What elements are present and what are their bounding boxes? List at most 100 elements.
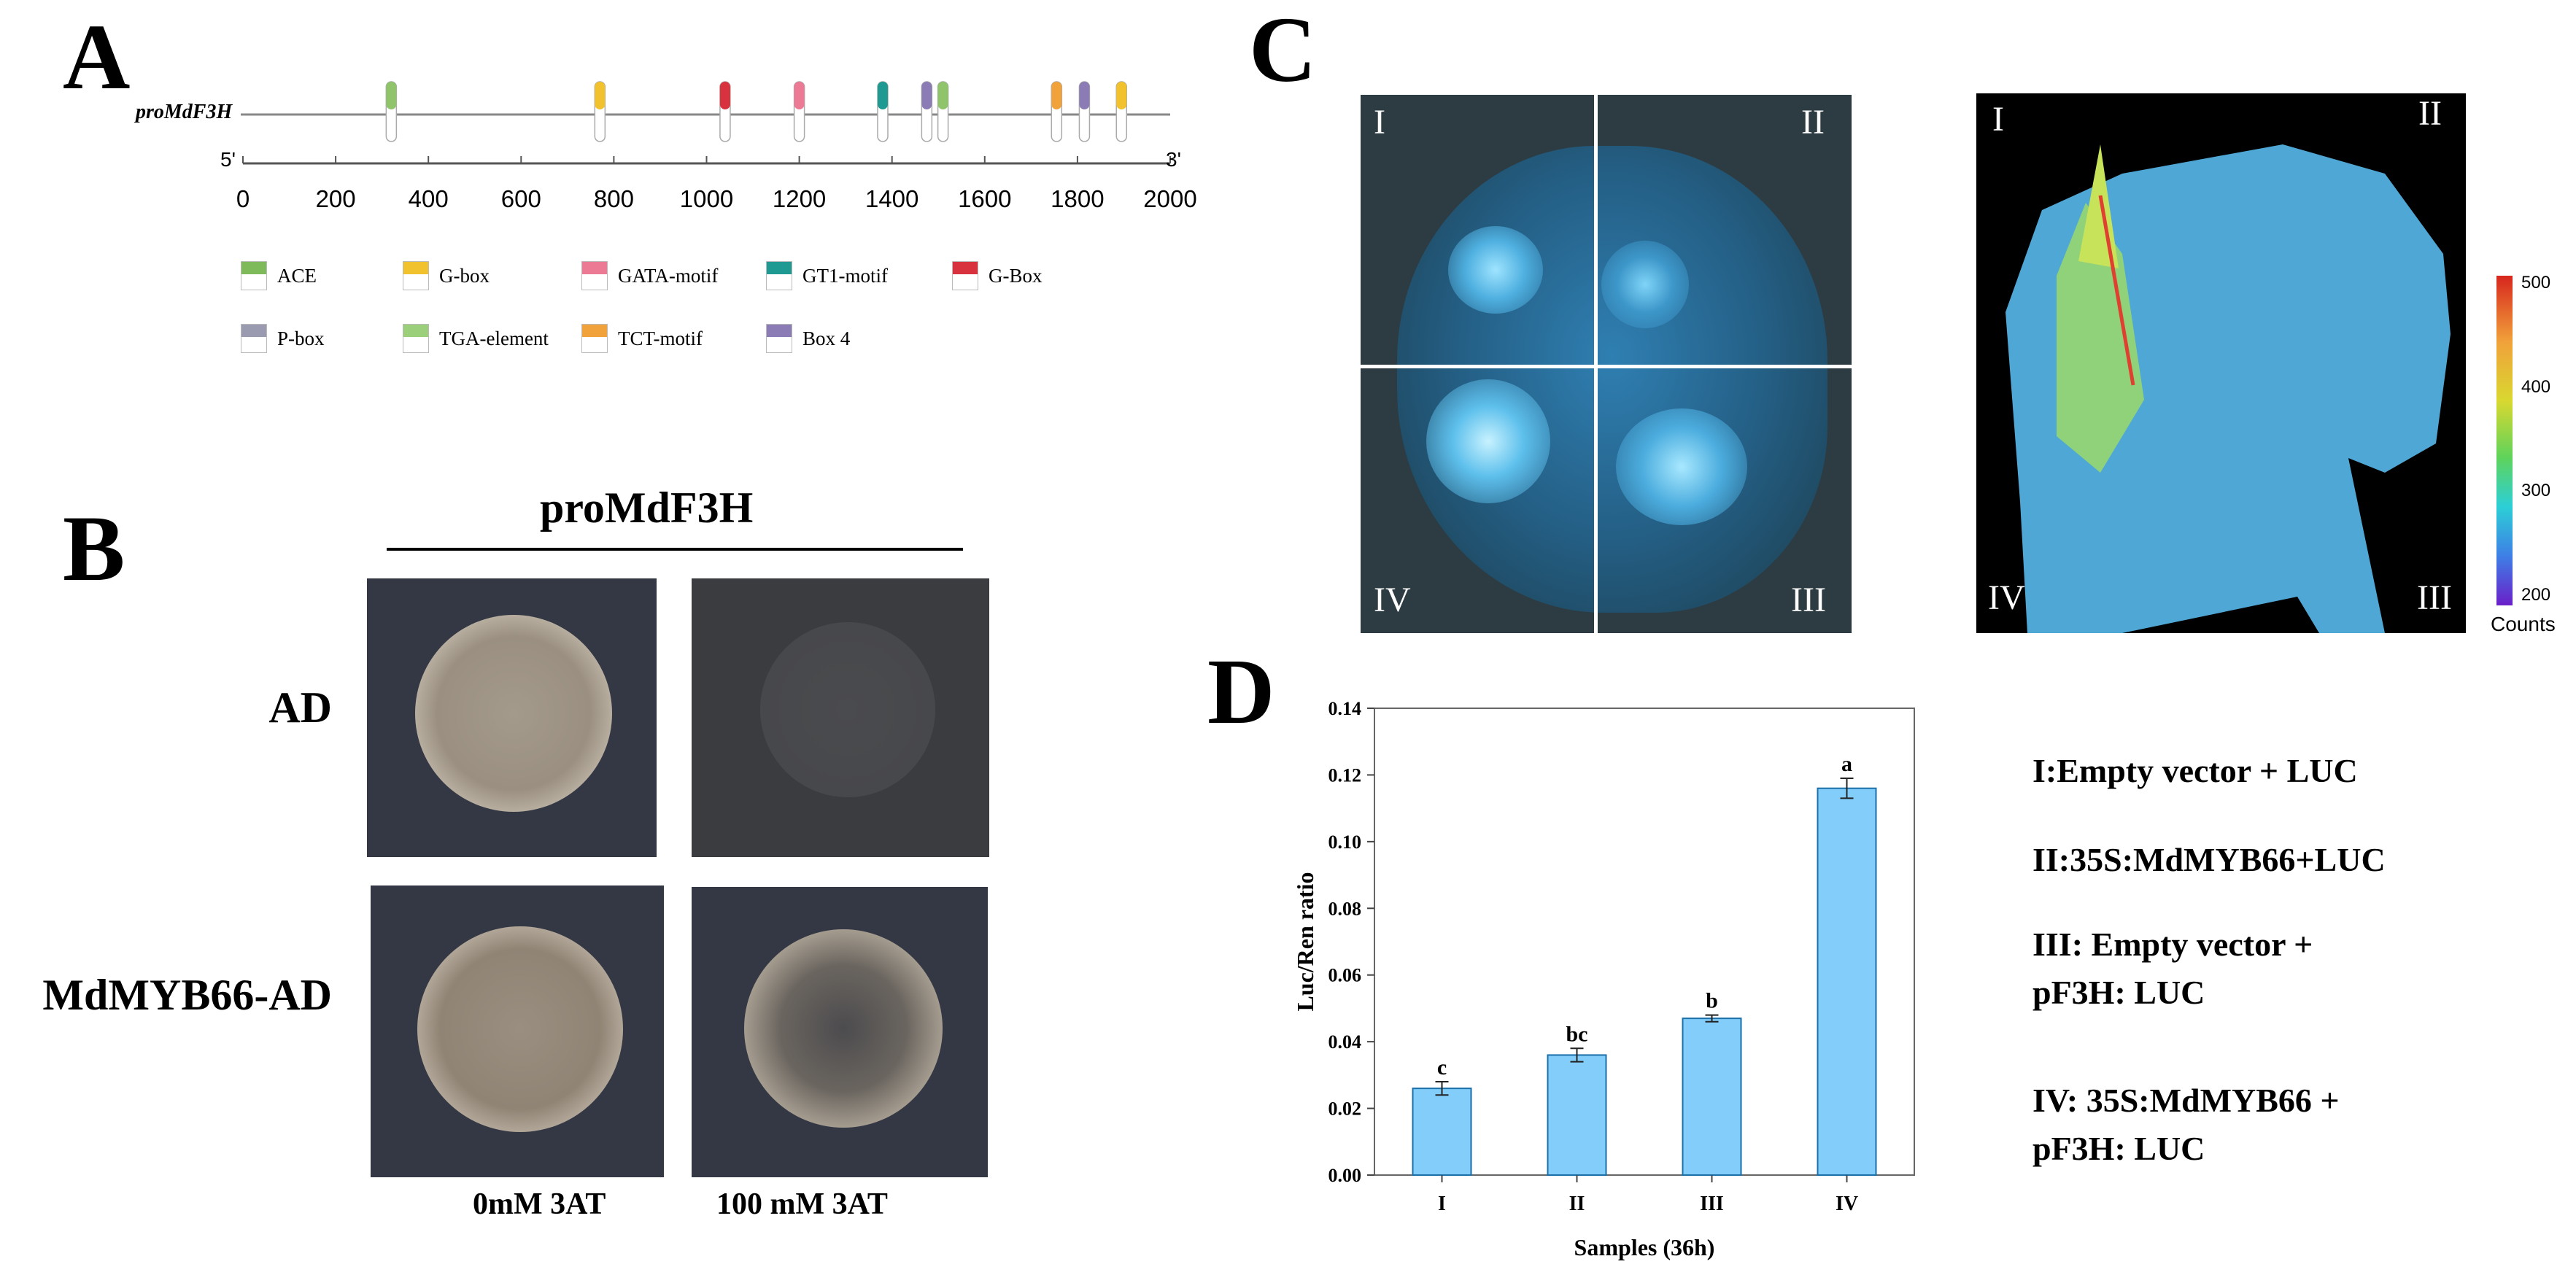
significance-label: b	[1706, 989, 1718, 1013]
colorbar	[2496, 276, 2513, 605]
colorbar-tick-label: 300	[2521, 481, 2551, 501]
x-tick-label: II	[1569, 1193, 1585, 1215]
axis-tick-label: 1200	[772, 185, 827, 212]
y-tick-label: 0.08	[1328, 898, 1362, 919]
y-tick-label: 0.04	[1328, 1031, 1362, 1053]
yeast-colony	[417, 926, 623, 1132]
legend-swatch	[581, 261, 608, 290]
cis-element-box-4	[921, 81, 933, 142]
panel-b-label: B	[63, 497, 125, 600]
legend-iv-line1: IV: 35S:MdMYB66 +	[2032, 1082, 2340, 1119]
surface-label-iii: III	[2417, 578, 2452, 617]
surface-shape	[2006, 144, 2451, 633]
y-tick-label: 0.06	[1328, 965, 1362, 986]
quadrant-label-ii: II	[1801, 103, 1825, 142]
surface-label-iv: IV	[1988, 578, 2025, 617]
axis-tick-label: 200	[315, 185, 356, 212]
surface-label-i: I	[1992, 100, 2004, 139]
significance-label: c	[1437, 1055, 1447, 1080]
leaf-glow	[1397, 146, 1827, 613]
faint-colony	[760, 622, 935, 797]
legend-iii-line1: III: Empty vector +	[2032, 926, 2313, 963]
x-axis-label: Samples (36h)	[1574, 1234, 1715, 1260]
legend-swatch	[581, 324, 608, 353]
treatment-0mm: 0mM 3AT	[473, 1187, 606, 1221]
colorbar-tick-label: 500	[2521, 273, 2551, 292]
axis-tick-label: 1800	[1051, 185, 1105, 212]
y-tick-label: 0.10	[1328, 832, 1362, 853]
significance-label: bc	[1566, 1022, 1588, 1046]
three-prime-label: 3'	[1166, 148, 1181, 171]
legend-item: G-Box	[952, 261, 1043, 290]
row-label-mdmyb66-ad: MdMYB66-AD	[42, 971, 332, 1019]
legend-item: GT1-motif	[766, 261, 888, 290]
signal-spot	[1448, 226, 1543, 314]
axis-tick-label: 400	[408, 185, 449, 212]
y-tick-label: 0.02	[1328, 1098, 1362, 1120]
x-tick-label: III	[1700, 1193, 1724, 1215]
header-underline	[387, 548, 963, 551]
legend-item: P-box	[241, 324, 325, 353]
horizontal-divider	[1361, 365, 1852, 368]
cis-element-ace	[385, 81, 398, 142]
peak-line	[2098, 195, 2135, 386]
treatment-100mm: 100 mM 3AT	[716, 1187, 888, 1221]
plate-ad-0mm	[367, 578, 657, 857]
bar-iv	[1817, 787, 1877, 1176]
quadrant-label-i: I	[1374, 103, 1385, 142]
y-tick-label: 0.12	[1328, 764, 1362, 786]
x-tick-label: I	[1438, 1193, 1446, 1215]
signal-spot	[1426, 379, 1550, 503]
panel-c-label: C	[1249, 0, 1317, 101]
quadrant-label-iv: IV	[1374, 581, 1411, 619]
yeast-header: proMdF3H	[540, 484, 754, 532]
legend-iv-line2: pF3H: LUC	[2032, 1130, 2205, 1167]
legend-swatch	[403, 324, 429, 353]
bar-ii	[1547, 1054, 1607, 1176]
legend-swatch	[952, 261, 978, 290]
legend-item: Box 4	[766, 324, 850, 353]
axis-tick-label: 600	[500, 185, 541, 212]
legend-swatch	[241, 261, 267, 290]
plate-mdmyb66-0mm	[371, 885, 664, 1177]
legend-swatch	[403, 261, 429, 290]
y-tick-label: 0.14	[1328, 698, 1362, 719]
axis-tick-label: 1000	[679, 185, 734, 212]
yeast-colony	[415, 615, 612, 812]
surface-highlight	[2057, 203, 2144, 473]
bar-i	[1412, 1088, 1472, 1177]
cis-element-tga-element	[937, 81, 949, 142]
cis-element-g-box	[1115, 81, 1128, 142]
axis-tick-label: 1600	[958, 185, 1012, 212]
panel-d-label: D	[1207, 640, 1275, 743]
cis-element-tct-motif	[1051, 81, 1063, 142]
scale-axis-ticks	[242, 156, 1171, 163]
cis-element-gt1-motif	[877, 81, 889, 142]
vertical-divider	[1594, 95, 1598, 633]
signal-spot	[1601, 241, 1689, 328]
y-axis-label: Luc/Ren ratio	[1292, 872, 1318, 1011]
colorbar-tick-label: 200	[2521, 585, 2551, 605]
luciferase-image: I II III IV	[1361, 95, 1852, 633]
axis-tick-label: 800	[593, 185, 634, 212]
bar-chart: 0.00 0.02 0.04 0.06 0.08 0.10 0.12 0.14 c Ibc II b I…	[1292, 698, 1915, 1260]
surface-label-ii: II	[2418, 94, 2442, 133]
axis-tick-label: 2000	[1143, 185, 1197, 212]
quadrant-label-iii: III	[1791, 581, 1826, 619]
bar-iii	[1682, 1018, 1742, 1176]
cis-element-g-box	[594, 81, 606, 142]
axis-tick-label: 0	[236, 185, 250, 212]
cis-element-gata-motif	[793, 81, 805, 142]
legend-swatch	[241, 324, 267, 353]
legend-swatch	[766, 324, 792, 353]
legend-iii-line2: pF3H: LUC	[2032, 974, 2205, 1011]
legend-item: GATA-motif	[581, 261, 718, 290]
cis-elements	[385, 81, 1128, 142]
axis-tick-label: 1400	[865, 185, 919, 212]
surface-plot-image: I II III IV	[1976, 93, 2466, 633]
cis-element-g-box	[719, 81, 731, 142]
five-prime-label: 5'	[220, 148, 236, 171]
plot-frame	[1374, 708, 1915, 1176]
row-label-ad: AD	[268, 683, 332, 732]
legend-item: G-box	[403, 261, 490, 290]
